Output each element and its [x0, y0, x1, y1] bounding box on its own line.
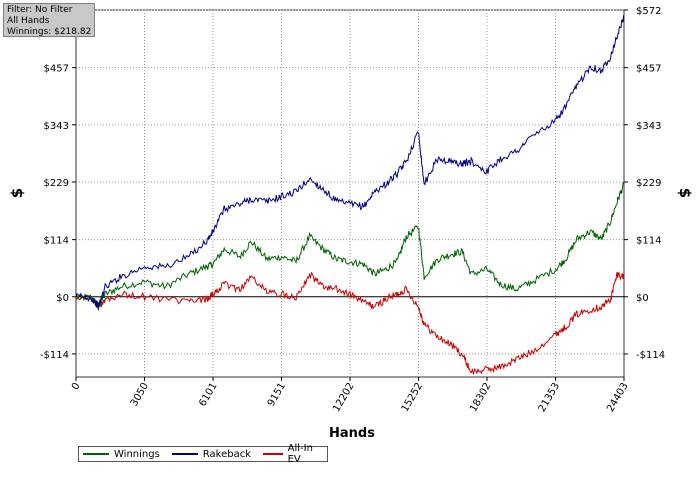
legend-label: Rakeback	[202, 448, 252, 460]
x-tick-label: 18302	[468, 381, 493, 414]
y-tick-label-left: $229	[44, 178, 69, 189]
legend: Winnings Rakeback All-In EV	[78, 443, 328, 465]
y-ticks-right: -$114 $0 $114 $229 $343 $457 $572	[624, 6, 665, 361]
x-tick-label: 24403	[605, 381, 630, 414]
x-tick-label: 15252	[400, 381, 425, 414]
x-tick-label: 6101	[197, 381, 219, 409]
y-tick-label-left: -$114	[40, 350, 69, 361]
hands-line: All Hands	[7, 16, 50, 26]
x-ticks: 0 3050 6101 9151 12202 15252 18302 21353 24403	[70, 377, 631, 414]
x-tick-label: 21353	[537, 381, 562, 414]
y-tick-label-right: $572	[636, 6, 661, 17]
x-tick-label: 0	[70, 381, 83, 392]
y-axis-label-right: $	[676, 188, 694, 198]
legend-label: Winnings	[114, 448, 160, 460]
y-axis-label-left: $	[8, 188, 26, 198]
y-ticks-left: -$114$0$114$229$343$457$572	[40, 6, 76, 361]
y-tick-label-left: $114	[44, 236, 69, 247]
filter-info-box: Filter: No Filter All Hands Winnings: $2…	[3, 3, 95, 37]
y-tick-label-left: $343	[44, 121, 69, 132]
legend-item-allin-ev: All-In EV	[263, 443, 319, 465]
series-line-winnings	[75, 181, 625, 309]
x-tick-label: 9151	[266, 381, 288, 409]
x-tick-label: 12202	[331, 381, 356, 414]
series-line-rakeback	[75, 15, 625, 312]
y-tick-label-right: $457	[636, 64, 661, 75]
y-tick-label-left: $0	[56, 293, 69, 304]
winnings-line: Winnings: $218.82	[7, 27, 91, 37]
y-tick-label-right: $114	[636, 236, 661, 247]
legend-swatch	[171, 453, 198, 455]
x-tick-label: 3050	[129, 381, 151, 409]
series-layer	[75, 15, 625, 375]
series-line-all-in-ev	[75, 271, 625, 375]
legend-swatch	[263, 453, 283, 455]
legend-swatch	[83, 453, 109, 455]
y-tick-label-right: $229	[636, 178, 661, 189]
y-tick-label-right: $343	[636, 121, 661, 132]
y-tick-label-right: $0	[636, 293, 649, 304]
legend-item-rakeback: Rakeback	[171, 448, 252, 460]
y-tick-label-right: -$114	[636, 350, 665, 361]
legend-item-winnings: Winnings	[83, 449, 160, 460]
filter-line: Filter: No Filter	[7, 5, 73, 15]
legend-label: All-In EV	[287, 443, 313, 465]
y-tick-label-left: $457	[44, 64, 69, 75]
x-axis-label: Hands	[329, 426, 375, 441]
